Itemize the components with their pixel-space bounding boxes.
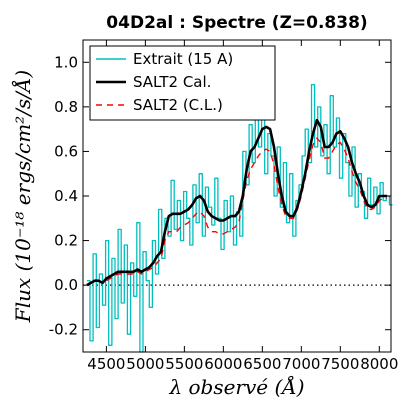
y-axis-label: Flux (10⁻¹⁸ ergs/cm²/s/Å) [10, 70, 35, 323]
x-tick-label: 6500 [243, 355, 281, 373]
x-tick-label: 7000 [282, 355, 320, 373]
series-layer [86, 83, 393, 353]
y-tick-label: 0.6 [54, 142, 78, 160]
x-tick-label: 7500 [321, 355, 359, 373]
y-tick-label: 1.0 [54, 53, 78, 71]
x-tick-label: 8000 [360, 355, 398, 373]
legend: Extrait (15 A) SALT2 Cal. SALT2 (C.L.) [89, 45, 276, 121]
x-axis-label: λ observé (Å) [168, 374, 304, 399]
x-tick-label: 4500 [87, 355, 125, 373]
series-line-salt2-cal [86, 118, 388, 287]
series-line-extrait-15-a [86, 83, 393, 353]
x-tick-label: 6000 [204, 355, 242, 373]
y-tick-label: 0.4 [54, 187, 78, 205]
legend-label-extrait: Extrait (15 A) [133, 50, 233, 68]
y-tick-label: 0.8 [54, 98, 78, 116]
x-tick-label: 5000 [126, 355, 164, 373]
legend-label-salt2-cal: SALT2 Cal. [133, 73, 211, 91]
y-tick-label: -0.2 [49, 321, 78, 339]
x-tick-label: 5500 [165, 355, 203, 373]
chart-title: 04D2al : Spectre (Z=0.838) [106, 13, 367, 33]
y-tick-label: 0.0 [54, 276, 78, 294]
ticks-layer: 4500 5000 5500 6000 6500 7000 7500 8000 -0.2 0.0 0… [49, 40, 398, 373]
legend-label-salt2-cl: SALT2 (C.L.) [133, 96, 223, 114]
y-tick-label: 0.2 [54, 232, 78, 250]
